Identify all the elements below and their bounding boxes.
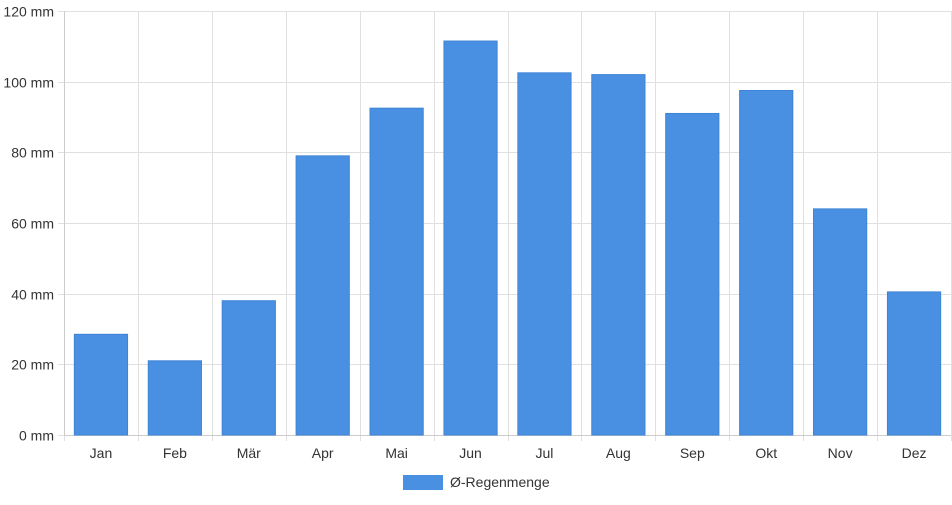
x-tick-label: Apr — [312, 445, 334, 461]
bar-Okt[interactable] — [739, 90, 794, 436]
bars — [73, 40, 942, 436]
legend-label[interactable]: Ø-Regenmenge — [450, 474, 550, 490]
bar-Jun[interactable] — [443, 40, 498, 436]
bar-Apr[interactable] — [295, 155, 350, 436]
x-tick-label: Mär — [237, 445, 261, 461]
x-axis-labels: Jan Feb Mär Apr Mai Jun Jul Aug Sep Okt Nov Dez — [90, 445, 927, 461]
x-tick-label: Jul — [536, 445, 554, 461]
y-tick-label: 80 mm — [11, 145, 54, 161]
bar-Nov[interactable] — [813, 208, 868, 436]
x-tick-label: Mai — [385, 445, 408, 461]
bar-Jan[interactable] — [73, 333, 129, 436]
legend-swatch[interactable] — [403, 475, 443, 490]
bar-Feb[interactable] — [147, 360, 202, 436]
y-tick-label: 0 mm — [19, 428, 54, 444]
x-tick-label: Nov — [828, 445, 853, 461]
bar-Mär[interactable] — [221, 300, 276, 436]
bar-Mai[interactable] — [369, 107, 424, 436]
x-tick-label: Dez — [902, 445, 927, 461]
y-tick-label: 120 mm — [3, 4, 54, 20]
x-tick-label: Aug — [606, 445, 631, 461]
x-tick-label: Jan — [90, 445, 113, 461]
y-tick-label: 100 mm — [3, 75, 54, 91]
x-tick-label: Okt — [755, 445, 777, 461]
x-tick-label: Feb — [163, 445, 187, 461]
axes — [64, 11, 951, 436]
y-tick-label: 40 mm — [11, 287, 54, 303]
bar-Dez[interactable] — [886, 291, 942, 436]
bar-Jul[interactable] — [517, 72, 572, 436]
y-axis-labels: 0 mm 20 mm 40 mm 60 mm 80 mm 100 mm 120 mm — [3, 4, 54, 444]
y-tick-label: 60 mm — [11, 216, 54, 232]
bar-Aug[interactable] — [591, 74, 646, 436]
x-tick-label: Jun — [459, 445, 482, 461]
grid-lines — [58, 11, 952, 441]
y-tick-label: 20 mm — [11, 357, 54, 373]
legend[interactable]: Ø-Regenmenge — [403, 474, 550, 490]
x-tick-label: Sep — [680, 445, 705, 461]
bar-Sep[interactable] — [665, 112, 720, 436]
